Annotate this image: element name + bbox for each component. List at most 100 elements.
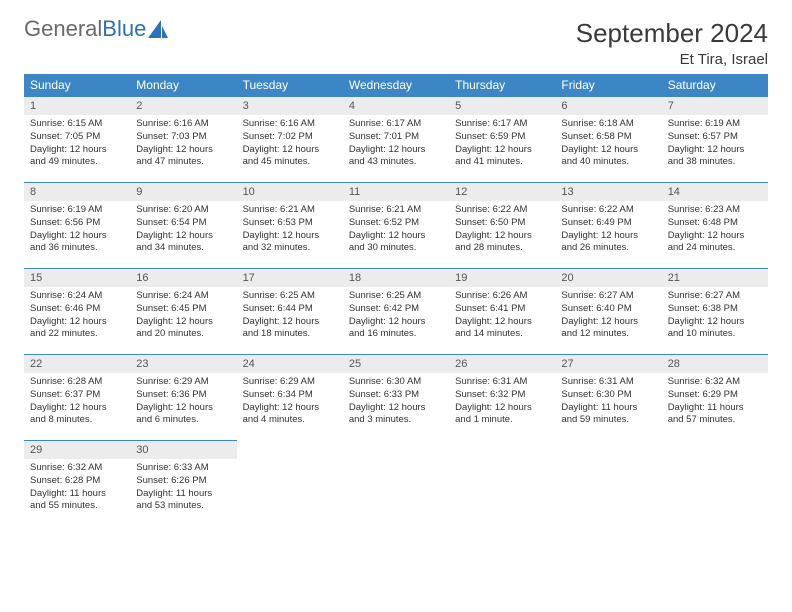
day-number: 20 (555, 268, 661, 287)
weekday-header: Sunday (24, 74, 130, 96)
day-number: 4 (343, 96, 449, 115)
calendar-cell: 4Sunrise: 6:17 AMSunset: 7:01 PMDaylight… (343, 96, 449, 182)
day-number: 23 (130, 354, 236, 373)
day-body: Sunrise: 6:19 AMSunset: 6:57 PMDaylight:… (662, 115, 768, 175)
day-number: 27 (555, 354, 661, 373)
calendar-cell: 19Sunrise: 6:26 AMSunset: 6:41 PMDayligh… (449, 268, 555, 354)
day-number: 10 (237, 182, 343, 201)
calendar-cell: 23Sunrise: 6:29 AMSunset: 6:36 PMDayligh… (130, 354, 236, 440)
day-number: 29 (24, 440, 130, 459)
day-number: 11 (343, 182, 449, 201)
day-number: 13 (555, 182, 661, 201)
calendar-cell: 3Sunrise: 6:16 AMSunset: 7:02 PMDaylight… (237, 96, 343, 182)
calendar-cell: 8Sunrise: 6:19 AMSunset: 6:56 PMDaylight… (24, 182, 130, 268)
day-body: Sunrise: 6:29 AMSunset: 6:36 PMDaylight:… (130, 373, 236, 433)
calendar-row: 29Sunrise: 6:32 AMSunset: 6:28 PMDayligh… (24, 440, 768, 526)
day-body: Sunrise: 6:33 AMSunset: 6:26 PMDaylight:… (130, 459, 236, 519)
day-body: Sunrise: 6:27 AMSunset: 6:38 PMDaylight:… (662, 287, 768, 347)
calendar-cell: 27Sunrise: 6:31 AMSunset: 6:30 PMDayligh… (555, 354, 661, 440)
calendar-cell: 21Sunrise: 6:27 AMSunset: 6:38 PMDayligh… (662, 268, 768, 354)
day-number: 9 (130, 182, 236, 201)
day-body: Sunrise: 6:29 AMSunset: 6:34 PMDaylight:… (237, 373, 343, 433)
day-body: Sunrise: 6:24 AMSunset: 6:45 PMDaylight:… (130, 287, 236, 347)
day-number: 16 (130, 268, 236, 287)
day-number: 25 (343, 354, 449, 373)
day-number: 12 (449, 182, 555, 201)
day-number: 19 (449, 268, 555, 287)
sail-icon (148, 20, 168, 38)
header: GeneralBlue September 2024 Et Tira, Isra… (24, 18, 768, 68)
calendar-cell: 24Sunrise: 6:29 AMSunset: 6:34 PMDayligh… (237, 354, 343, 440)
day-body: Sunrise: 6:31 AMSunset: 6:32 PMDaylight:… (449, 373, 555, 433)
weekday-header: Thursday (449, 74, 555, 96)
brand-part2: Blue (102, 18, 146, 40)
calendar-cell: 16Sunrise: 6:24 AMSunset: 6:45 PMDayligh… (130, 268, 236, 354)
calendar-row: 22Sunrise: 6:28 AMSunset: 6:37 PMDayligh… (24, 354, 768, 440)
day-body: Sunrise: 6:16 AMSunset: 7:03 PMDaylight:… (130, 115, 236, 175)
title-block: September 2024 Et Tira, Israel (576, 18, 768, 68)
day-body: Sunrise: 6:17 AMSunset: 7:01 PMDaylight:… (343, 115, 449, 175)
calendar-cell: 11Sunrise: 6:21 AMSunset: 6:52 PMDayligh… (343, 182, 449, 268)
day-body: Sunrise: 6:24 AMSunset: 6:46 PMDaylight:… (24, 287, 130, 347)
day-number: 3 (237, 96, 343, 115)
day-body: Sunrise: 6:25 AMSunset: 6:42 PMDaylight:… (343, 287, 449, 347)
calendar-cell: 30Sunrise: 6:33 AMSunset: 6:26 PMDayligh… (130, 440, 236, 526)
calendar-cell: 10Sunrise: 6:21 AMSunset: 6:53 PMDayligh… (237, 182, 343, 268)
brand-part1: General (24, 18, 102, 40)
calendar-cell: 15Sunrise: 6:24 AMSunset: 6:46 PMDayligh… (24, 268, 130, 354)
calendar-cell: 18Sunrise: 6:25 AMSunset: 6:42 PMDayligh… (343, 268, 449, 354)
calendar-cell: 1Sunrise: 6:15 AMSunset: 7:05 PMDaylight… (24, 96, 130, 182)
day-number: 17 (237, 268, 343, 287)
day-body: Sunrise: 6:19 AMSunset: 6:56 PMDaylight:… (24, 201, 130, 261)
calendar-row: 8Sunrise: 6:19 AMSunset: 6:56 PMDaylight… (24, 182, 768, 268)
day-body: Sunrise: 6:15 AMSunset: 7:05 PMDaylight:… (24, 115, 130, 175)
day-body: Sunrise: 6:28 AMSunset: 6:37 PMDaylight:… (24, 373, 130, 433)
day-body: Sunrise: 6:16 AMSunset: 7:02 PMDaylight:… (237, 115, 343, 175)
day-number: 8 (24, 182, 130, 201)
day-number: 7 (662, 96, 768, 115)
calendar-cell (343, 440, 449, 526)
day-body: Sunrise: 6:18 AMSunset: 6:58 PMDaylight:… (555, 115, 661, 175)
day-body: Sunrise: 6:21 AMSunset: 6:52 PMDaylight:… (343, 201, 449, 261)
calendar-cell (449, 440, 555, 526)
day-body: Sunrise: 6:31 AMSunset: 6:30 PMDaylight:… (555, 373, 661, 433)
day-body: Sunrise: 6:26 AMSunset: 6:41 PMDaylight:… (449, 287, 555, 347)
calendar-cell: 5Sunrise: 6:17 AMSunset: 6:59 PMDaylight… (449, 96, 555, 182)
calendar-cell: 25Sunrise: 6:30 AMSunset: 6:33 PMDayligh… (343, 354, 449, 440)
weekday-header: Tuesday (237, 74, 343, 96)
day-body: Sunrise: 6:27 AMSunset: 6:40 PMDaylight:… (555, 287, 661, 347)
brand-logo: GeneralBlue (24, 18, 168, 40)
calendar-cell: 12Sunrise: 6:22 AMSunset: 6:50 PMDayligh… (449, 182, 555, 268)
day-number: 22 (24, 354, 130, 373)
day-number: 2 (130, 96, 236, 115)
weekday-header: Friday (555, 74, 661, 96)
day-body: Sunrise: 6:20 AMSunset: 6:54 PMDaylight:… (130, 201, 236, 261)
calendar-cell: 2Sunrise: 6:16 AMSunset: 7:03 PMDaylight… (130, 96, 236, 182)
day-number: 21 (662, 268, 768, 287)
day-number: 6 (555, 96, 661, 115)
calendar-row: 15Sunrise: 6:24 AMSunset: 6:46 PMDayligh… (24, 268, 768, 354)
weekday-header: Monday (130, 74, 236, 96)
calendar-cell: 29Sunrise: 6:32 AMSunset: 6:28 PMDayligh… (24, 440, 130, 526)
day-number: 15 (24, 268, 130, 287)
weekday-header: Wednesday (343, 74, 449, 96)
day-number: 18 (343, 268, 449, 287)
day-body: Sunrise: 6:17 AMSunset: 6:59 PMDaylight:… (449, 115, 555, 175)
calendar-cell: 28Sunrise: 6:32 AMSunset: 6:29 PMDayligh… (662, 354, 768, 440)
location: Et Tira, Israel (576, 51, 768, 68)
calendar-cell (237, 440, 343, 526)
calendar-cell: 14Sunrise: 6:23 AMSunset: 6:48 PMDayligh… (662, 182, 768, 268)
calendar-cell: 6Sunrise: 6:18 AMSunset: 6:58 PMDaylight… (555, 96, 661, 182)
day-number: 14 (662, 182, 768, 201)
calendar-cell: 17Sunrise: 6:25 AMSunset: 6:44 PMDayligh… (237, 268, 343, 354)
month-title: September 2024 (576, 18, 768, 49)
calendar-row: 1Sunrise: 6:15 AMSunset: 7:05 PMDaylight… (24, 96, 768, 182)
day-number: 5 (449, 96, 555, 115)
calendar-cell: 9Sunrise: 6:20 AMSunset: 6:54 PMDaylight… (130, 182, 236, 268)
calendar-table: SundayMondayTuesdayWednesdayThursdayFrid… (24, 74, 768, 526)
day-body: Sunrise: 6:22 AMSunset: 6:50 PMDaylight:… (449, 201, 555, 261)
day-body: Sunrise: 6:32 AMSunset: 6:28 PMDaylight:… (24, 459, 130, 519)
calendar-cell: 7Sunrise: 6:19 AMSunset: 6:57 PMDaylight… (662, 96, 768, 182)
weekday-header-row: SundayMondayTuesdayWednesdayThursdayFrid… (24, 74, 768, 96)
day-number: 30 (130, 440, 236, 459)
